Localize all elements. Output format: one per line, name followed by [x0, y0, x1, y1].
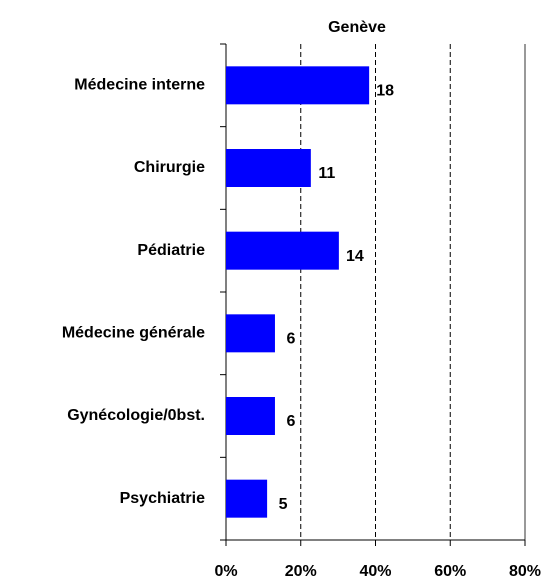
chart-title: Genève: [328, 19, 386, 36]
y-tick-label: Chirurgie: [134, 159, 205, 176]
bar: [226, 314, 275, 353]
y-tick-label: Médecine générale: [62, 325, 205, 342]
data-label: 6: [287, 331, 296, 348]
bar: [226, 397, 275, 435]
bar: [226, 66, 370, 105]
x-tick-label: 80%: [509, 563, 541, 580]
y-tick-label: Psychiatrie: [120, 490, 205, 507]
x-tick-label: 40%: [359, 563, 391, 580]
data-label: 14: [346, 248, 364, 265]
bar: [226, 231, 339, 270]
data-label: 6: [287, 413, 296, 430]
y-tick-label: Gynécologie/0bst.: [67, 407, 205, 424]
x-tick-label: 60%: [434, 563, 466, 580]
data-label: 11: [318, 165, 335, 182]
y-tick-label: Pédiatrie: [137, 242, 205, 259]
data-label: 18: [376, 83, 394, 100]
bar: [226, 479, 268, 518]
x-tick-label: 20%: [285, 563, 317, 580]
bar: [226, 149, 311, 187]
data-label: 5: [279, 496, 288, 513]
y-tick-label: Médecine interne: [74, 77, 205, 94]
x-tick-label: 0%: [214, 563, 237, 580]
